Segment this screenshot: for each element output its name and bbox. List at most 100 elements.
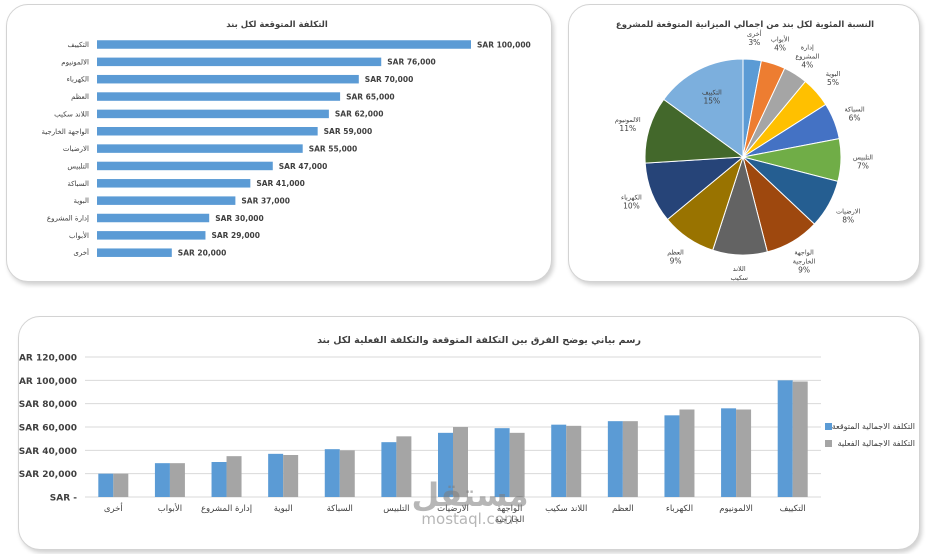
comparison-y-tick-label: SAR 80,000 [19, 400, 77, 410]
budget-share-slice-percent: 9% [670, 257, 682, 266]
comparison-category-label: الكهرباء [666, 504, 693, 514]
expected-cost-bar [97, 231, 206, 240]
expected-cost-panel: التكلفة المتوقعة لكل بند التكييف SAR 100,… [6, 4, 552, 282]
expected-cost-bar [97, 196, 236, 205]
comparison-panel: رسم بياني يوضح الفرق بين التكلفة المتوقع… [18, 316, 920, 550]
actual-cost-column [113, 473, 129, 497]
expected-cost-column [607, 421, 623, 497]
comparison-legend-label: التكلفة الاجمالية الفعلية [838, 439, 915, 448]
expected-cost-value-label: SAR 70,000 [365, 75, 414, 84]
expected-cost-value-label: SAR 41,000 [256, 179, 305, 188]
comparison-category-label: التلبيس [383, 504, 409, 514]
expected-cost-value-label: SAR 20,000 [178, 249, 227, 258]
comparison-legend-label: التكلفة الاجمالية المتوقعة [832, 422, 915, 431]
comparison-category-label: الارضيات [437, 504, 469, 514]
expected-cost-category-label: الأبواب [69, 231, 89, 240]
expected-cost-category-label: الالمونيوم [61, 58, 89, 66]
expected-cost-column [494, 428, 510, 497]
expected-cost-bar [97, 109, 329, 119]
budget-share-slice-label: الأبواب [771, 34, 790, 43]
budget-share-slice-percent: 4% [801, 61, 813, 70]
comparison-y-tick-label: SAR 40,000 [19, 447, 77, 457]
comparison-category-label: العظم [612, 504, 634, 514]
expected-cost-column [777, 380, 793, 497]
expected-cost-value-label: SAR 76,000 [387, 58, 436, 67]
budget-share-slice-label: الارضيات [836, 207, 860, 215]
comparison-category-label: الواجهة [497, 504, 522, 514]
budget-share-slice-percent: 11% [619, 124, 636, 133]
expected-cost-bar [97, 92, 341, 101]
comparison-category-label: إدارة المشروع [201, 504, 252, 514]
expected-cost-bar [97, 179, 251, 188]
expected-cost-column [721, 408, 737, 497]
expected-cost-column [551, 424, 567, 497]
expected-cost-category-label: الكهرباء [67, 76, 89, 84]
expected-vs-actual-bar-chart: رسم بياني يوضح الفرق بين التكلفة المتوقع… [19, 335, 915, 525]
expected-cost-column [381, 442, 397, 497]
budget-share-slice-label: المشروع [795, 53, 819, 61]
budget-share-slice-label: اللاند [733, 265, 746, 273]
expected-cost-bar [97, 144, 303, 153]
budget-share-slice-label: التلبيس [853, 153, 873, 161]
budget-share-slice-label: الواجهة [794, 248, 814, 256]
actual-cost-column [679, 409, 695, 497]
actual-cost-column [622, 421, 638, 497]
expected-cost-category-label: أخرى [73, 248, 89, 257]
expected-cost-category-label: إدارة المشروع [47, 215, 89, 223]
actual-cost-column [169, 463, 185, 497]
budget-share-slice-percent: 7% [857, 161, 869, 170]
comparison-category-label: السباكة [327, 504, 353, 514]
actual-cost-column [509, 432, 525, 497]
expected-cost-column [98, 473, 114, 497]
budget-share-slice-percent: 5% [827, 78, 839, 87]
expected-cost-column [154, 463, 170, 497]
expected-cost-column [664, 415, 680, 497]
expected-cost-category-label: اللاند سكيب [54, 110, 89, 118]
comparison-category-label: الخارجية [495, 515, 525, 525]
expected-cost-category-label: التكييف [67, 41, 89, 49]
comparison-category-label: التكييف [780, 504, 806, 514]
expected-cost-bar [97, 57, 382, 67]
expected-cost-value-label: SAR 100,000 [477, 40, 531, 49]
budget-share-slice-percent: 4% [774, 43, 786, 52]
expected-cost-category-label: الارضيات [63, 145, 89, 153]
budget-share-slice-label: البوية [826, 70, 841, 78]
comparison-legend-swatch [825, 423, 832, 430]
actual-cost-column [736, 409, 752, 497]
expected-cost-bar-chart: التكلفة المتوقعة لكل بند التكييف SAR 100,… [42, 20, 531, 258]
expected-cost-column [438, 432, 453, 497]
budget-share-slice-percent: 9% [798, 265, 810, 274]
expected-cost-value-label: SAR 37,000 [241, 196, 290, 205]
expected-cost-category-label: التلبيس [67, 162, 89, 170]
expected-cost-category-label: البوية [73, 197, 89, 205]
expected-cost-category-label: العظم [71, 93, 89, 101]
budget-share-slice-percent: 15% [704, 96, 721, 105]
expected-cost-bar [97, 127, 318, 136]
expected-cost-category-label: الواجهة الخارجية [42, 128, 90, 136]
budget-share-slice-label: العظم [667, 249, 684, 257]
expected-cost-column [211, 462, 227, 497]
comparison-category-label: الأبواب [158, 503, 182, 514]
budget-share-slice-label: السباكة [845, 105, 865, 113]
budget-share-slice-label: الكهرباء [621, 194, 642, 202]
actual-cost-column [566, 425, 582, 497]
comparison-category-label: الالمونيوم [719, 504, 753, 514]
actual-cost-column [339, 450, 355, 497]
comparison-y-tick-label: SAR 120,000 [19, 354, 77, 364]
expected-cost-value-label: SAR 62,000 [335, 110, 384, 119]
actual-cost-column [396, 436, 412, 497]
expected-cost-bar [97, 161, 273, 171]
comparison-legend-swatch [825, 440, 832, 447]
expected-cost-value-label: SAR 30,000 [215, 214, 264, 223]
budget-share-slice [663, 58, 744, 158]
budget-share-chart-title: النسبة المئوية لكل بند من اجمالي الميزان… [616, 20, 874, 30]
budget-share-slice-percent: 6% [849, 113, 861, 122]
expected-cost-column [324, 449, 340, 497]
comparison-category-label: أخرى [104, 502, 123, 514]
expected-cost-column [268, 453, 284, 497]
budget-share-slice-percent: 10% [623, 202, 640, 211]
budget-share-slice [644, 98, 745, 164]
comparison-y-tick-label: SAR 60,000 [19, 424, 77, 434]
expected-cost-chart-title: التكلفة المتوقعة لكل بند [226, 20, 328, 30]
comparison-category-label: اللاند سكيب [545, 504, 587, 514]
